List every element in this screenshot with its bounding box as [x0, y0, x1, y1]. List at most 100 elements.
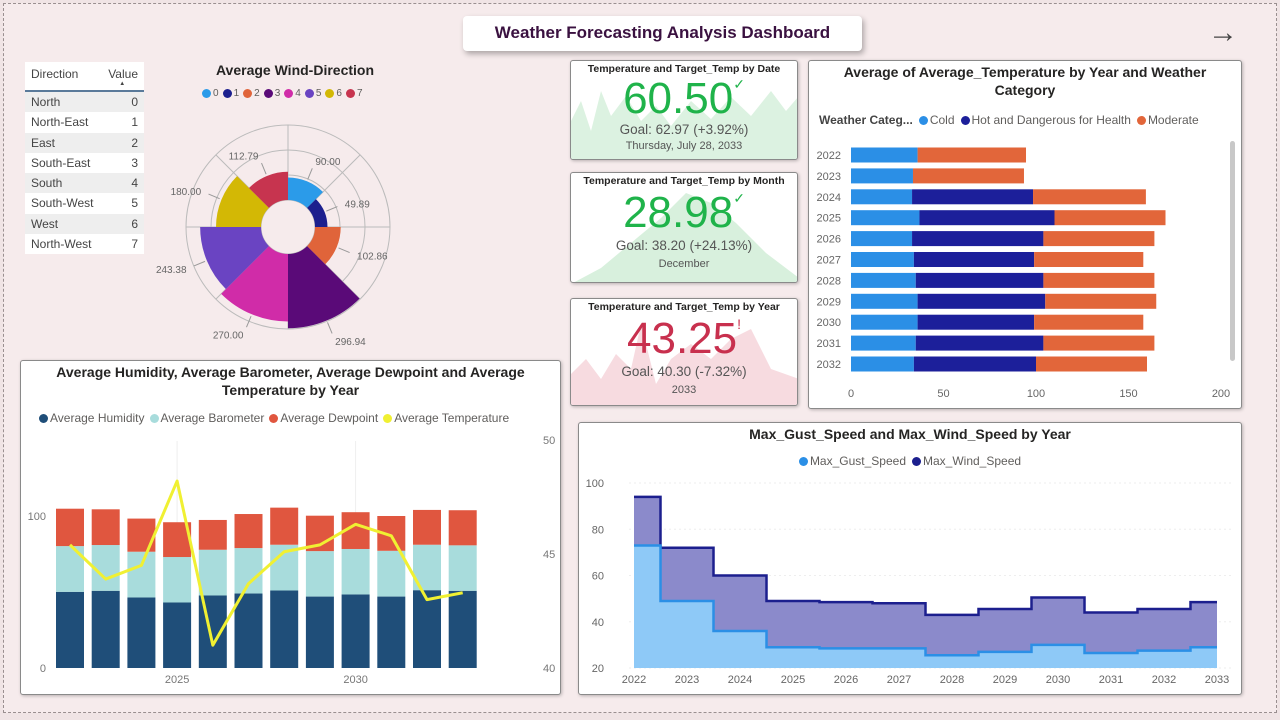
bar-average-humidity[interactable]	[270, 590, 299, 668]
table-row[interactable]: East 2	[25, 132, 144, 153]
bar-cold[interactable]	[851, 293, 918, 309]
legend-item[interactable]: Average Humidity	[39, 411, 145, 425]
bar-average-barometer[interactable]	[163, 557, 192, 603]
bar-average-dewpoint[interactable]	[91, 509, 120, 546]
line-max-wind-speed[interactable]	[634, 495, 1217, 617]
bar-hot[interactable]	[913, 356, 1036, 372]
bar-average-barometer[interactable]	[198, 549, 227, 596]
bar-average-barometer[interactable]	[91, 545, 120, 591]
bar-hot[interactable]	[915, 272, 1044, 288]
polar-wedge-5[interactable]	[200, 227, 269, 290]
bar-average-humidity[interactable]	[127, 597, 156, 668]
table-row[interactable]: North-East 1	[25, 112, 144, 132]
bar-cold[interactable]	[851, 210, 920, 226]
line-average-temperature[interactable]	[68, 479, 463, 647]
bar-hot[interactable]	[917, 293, 1046, 309]
bar-moderate[interactable]	[1034, 314, 1144, 330]
legend-item[interactable]: Max_Gust_Speed	[798, 454, 906, 468]
bar-moderate[interactable]	[1043, 272, 1155, 288]
bar-average-humidity[interactable]	[413, 590, 441, 668]
bar-average-humidity[interactable]	[163, 602, 192, 668]
bar-average-barometer[interactable]	[234, 548, 263, 594]
bar-moderate[interactable]	[1043, 335, 1155, 351]
legend-item[interactable]: 5	[304, 88, 321, 99]
vertical-scrollbar[interactable]	[1230, 141, 1235, 361]
bar-moderate[interactable]	[1045, 293, 1157, 309]
legend-item[interactable]: 4	[284, 88, 301, 99]
line-max-gust-speed[interactable]	[634, 544, 1217, 657]
table-row[interactable]: North-West 7	[25, 234, 144, 254]
bar-hot[interactable]	[919, 210, 1055, 226]
bar-cold[interactable]	[851, 335, 916, 351]
table-row[interactable]: South-West 5	[25, 193, 144, 213]
legend-item[interactable]: 0	[202, 88, 219, 99]
polar-wedge-4[interactable]	[221, 246, 288, 322]
bar-cold[interactable]	[851, 231, 913, 247]
bar-average-dewpoint[interactable]	[270, 507, 299, 545]
bar-average-humidity[interactable]	[234, 593, 263, 668]
table-row[interactable]: West 6	[25, 213, 144, 235]
bar-moderate[interactable]	[1033, 189, 1146, 205]
column-header-value[interactable]: Value ▲	[108, 67, 138, 87]
bar-moderate[interactable]	[912, 168, 1024, 184]
legend-item[interactable]: Average Temperature	[383, 411, 509, 425]
legend-item[interactable]: 2	[243, 88, 260, 99]
bar-average-barometer[interactable]	[377, 550, 406, 597]
bar-cold[interactable]	[851, 356, 914, 372]
bar-moderate[interactable]	[1043, 231, 1155, 247]
bar-moderate[interactable]	[1036, 356, 1147, 372]
bar-average-humidity[interactable]	[91, 590, 120, 668]
area-max-wind-speed[interactable]	[634, 496, 1217, 668]
bar-average-dewpoint[interactable]	[127, 518, 156, 552]
bar-average-dewpoint[interactable]	[198, 519, 227, 550]
bar-moderate[interactable]	[917, 147, 1027, 163]
legend-item[interactable]: 1	[222, 88, 239, 99]
legend-item[interactable]: Average Dewpoint	[269, 411, 378, 425]
legend-item[interactable]: Moderate	[1136, 113, 1199, 127]
bar-cold[interactable]	[851, 252, 914, 267]
bar-cold[interactable]	[851, 272, 916, 288]
bar-cold[interactable]	[851, 147, 918, 163]
legend-item[interactable]: Max_Wind_Speed	[912, 454, 1021, 468]
bar-average-humidity[interactable]	[448, 590, 477, 668]
bar-hot[interactable]	[912, 231, 1044, 247]
bar-hot[interactable]	[913, 252, 1035, 267]
arrow-right-icon[interactable]: →	[1208, 16, 1238, 49]
bar-average-humidity[interactable]	[341, 594, 370, 668]
bar-moderate[interactable]	[1054, 210, 1166, 226]
bar-average-dewpoint[interactable]	[234, 514, 263, 549]
area-max-gust-speed[interactable]	[634, 545, 1217, 668]
column-header-direction[interactable]: Direction	[31, 67, 79, 81]
bar-hot[interactable]	[915, 335, 1044, 351]
polar-wedge-7[interactable]	[248, 171, 288, 208]
legend-item[interactable]: 7	[345, 88, 363, 99]
bar-average-humidity[interactable]	[377, 596, 406, 668]
bar-moderate[interactable]	[1034, 252, 1144, 267]
bar-average-barometer[interactable]	[448, 545, 477, 591]
polar-wedge-3[interactable]	[288, 246, 360, 329]
polar-wedge-2[interactable]	[307, 227, 341, 265]
bar-average-barometer[interactable]	[127, 551, 156, 598]
legend-item[interactable]: 6	[325, 88, 342, 99]
bar-cold[interactable]	[851, 189, 913, 205]
bar-average-dewpoint[interactable]	[448, 510, 477, 546]
table-row[interactable]: South-East 3	[25, 153, 144, 173]
legend-item[interactable]: Cold	[918, 113, 955, 127]
bar-average-barometer[interactable]	[305, 551, 334, 597]
bar-average-barometer[interactable]	[341, 548, 370, 595]
legend-item[interactable]: Hot and Dangerous for Health	[960, 113, 1131, 127]
legend-item[interactable]: Average Barometer	[149, 411, 264, 425]
table-row[interactable]: North 0	[25, 92, 144, 113]
polar-wedge-0[interactable]	[288, 177, 324, 208]
bar-average-humidity[interactable]	[305, 596, 334, 668]
polar-wedge-6[interactable]	[216, 176, 269, 227]
legend-item[interactable]: 3	[263, 88, 280, 99]
bar-hot[interactable]	[917, 314, 1035, 330]
table-row[interactable]: South 4	[25, 173, 144, 194]
bar-average-dewpoint[interactable]	[56, 508, 84, 547]
bar-hot[interactable]	[912, 189, 1034, 205]
bar-average-humidity[interactable]	[56, 591, 84, 668]
bar-average-dewpoint[interactable]	[413, 509, 441, 545]
bar-cold[interactable]	[851, 314, 918, 330]
polar-wedge-1[interactable]	[307, 199, 328, 227]
